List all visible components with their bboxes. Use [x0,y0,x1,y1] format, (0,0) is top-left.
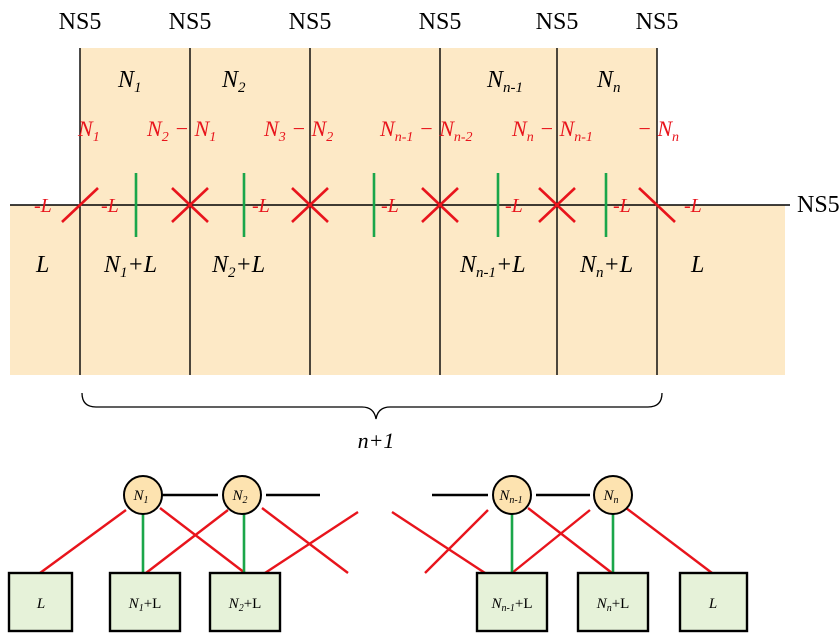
red-slash [638,187,676,223]
minus-l-label: -L [505,195,523,217]
minus-l-label: -L [252,195,270,217]
quiver-red-edge [261,507,349,574]
red-label-n3-n2: N3 − N2 [263,116,333,145]
brace [81,392,663,420]
quiver-node-label: N1 [132,488,148,506]
quiver-node [593,475,633,515]
quiver-node [123,475,163,515]
lower-label-n1-l: N1+L [103,252,157,281]
quiver-red-edge [424,509,489,574]
red-label-minus-nn: − Nn [637,116,679,145]
ns5-label: NS5 [419,9,462,35]
quiver-box-label: Nn+L [596,596,630,614]
quiver-box [7,571,74,633]
brace-label: n+1 [358,428,395,453]
minus-l-label: -L [613,195,631,217]
quiver-node-label: Nn-1 [498,488,522,506]
ns5-label: NS5 [59,9,102,35]
quiver-box [108,571,182,633]
ns5-prime-label: NS5′ [797,192,839,218]
upper-label-nn: Nn [596,67,621,96]
upper-label-n1: N1 [117,67,142,96]
quiver-node-label: N2 [231,488,247,506]
quiver-red-edge [145,509,229,574]
red-cross [171,187,209,223]
minus-l-label: -L [34,195,52,217]
ns5-label: NS5 [536,9,579,35]
quiver-box [208,571,282,633]
minus-l-label: -L [684,195,702,217]
red-cross [421,187,459,223]
ns5-label: NS5 [636,9,679,35]
quiver-box-label: N2+L [228,596,262,614]
ns5-label: NS5 [169,9,212,35]
lower-label-l-left: L [35,252,49,278]
quiver-red-edge [625,507,713,574]
lower-label-l-right: L [690,252,704,278]
red-label-n2-n1: N2 − N1 [146,116,216,145]
red-slash [61,187,99,223]
minus-l-label: -L [101,195,119,217]
quiver-box-label: N1+L [128,596,162,614]
lower-shaded-region [10,205,785,375]
quiver-box-label: L [708,596,717,612]
quiver-box [678,571,749,633]
quiver-red-edge [264,510,359,575]
red-label-nn1-nn2: Nn-1 − Nn-2 [379,116,473,145]
quiver-node [222,475,262,515]
quiver-red-edge [159,507,246,574]
quiver-box [576,571,650,633]
lower-label-n2-l: N2+L [211,252,265,281]
ns5-branes [79,48,658,375]
lower-label-nn-l: Nn+L [579,252,633,281]
upper-label-n2: N2 [221,67,246,96]
ns5-label: NS5 [289,9,332,35]
red-label-n1: N1 [77,116,100,145]
quiver-red-edge [511,509,591,574]
upper-label-nn-1: Nn-1 [486,67,523,96]
quiver-node [492,475,532,515]
lower-label-nn1-l: Nn-1+L [459,252,526,281]
quiver-box [475,571,549,633]
upper-shaded-region [80,48,657,205]
quiver-box-label: L [36,596,45,612]
red-cross [538,187,576,223]
quiver-node-label: Nn [602,488,618,506]
quiver-red-edge [527,507,613,574]
quiver-box-label: Nn-1+L [491,596,533,614]
quiver-red-edge [39,509,127,574]
red-cross [291,187,329,223]
quiver-red-edge [391,510,486,575]
minus-l-label: -L [381,195,399,217]
red-label-nn-nn1: Nn − Nn-1 [511,116,593,145]
